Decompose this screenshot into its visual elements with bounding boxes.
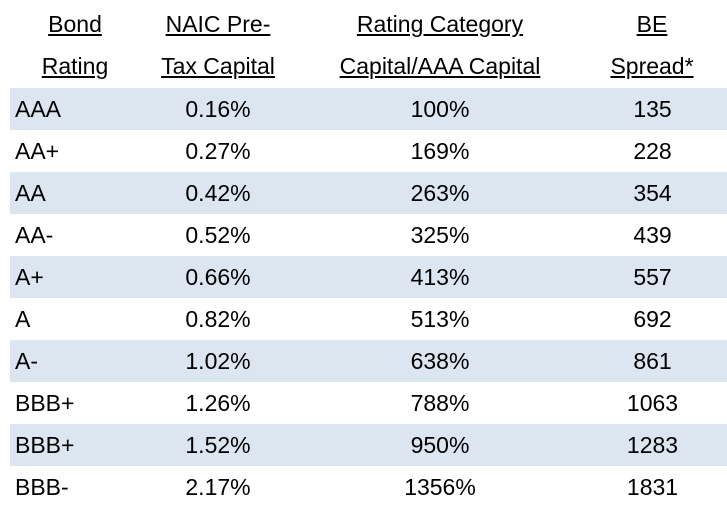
table-row: [10, 256, 727, 298]
table-cell: 413%: [410, 264, 470, 290]
column-header: Bond: [48, 11, 102, 37]
table-row: [10, 424, 727, 466]
table-cell: 228: [633, 138, 672, 164]
column-header: Spread*: [610, 53, 694, 79]
table-cell: 638%: [410, 348, 470, 374]
table-cell: 263%: [410, 180, 470, 206]
table-row: [10, 88, 727, 130]
table-cell: 1.02%: [185, 348, 251, 374]
table-cell: 2.17%: [185, 474, 251, 500]
column-header: BE: [636, 11, 668, 37]
table-cell: 0.27%: [185, 138, 251, 164]
table-cell: BBB+: [15, 390, 75, 416]
table-cell: 135: [633, 96, 672, 122]
table-cell: 1.26%: [185, 390, 251, 416]
table-cell: 0.52%: [185, 222, 251, 248]
table-row: [10, 340, 727, 382]
column-header: Rating Category: [356, 11, 524, 37]
table-cell: 788%: [410, 390, 470, 416]
column-header: Capital/AAA Capital: [339, 53, 541, 79]
column-header: NAIC Pre-: [165, 11, 271, 37]
table-cell: 1283: [626, 432, 679, 458]
table-cell: AAA: [15, 96, 62, 122]
table-cell: AA: [15, 180, 46, 206]
table-cell: AA-: [15, 222, 54, 248]
table-cell: BBB+: [15, 432, 75, 458]
table-cell: 692: [633, 306, 672, 332]
table-cell: 100%: [410, 96, 470, 122]
table-cell: 1.52%: [185, 432, 251, 458]
table-cell: AA+: [15, 138, 60, 164]
table-row: [10, 172, 727, 214]
column-header: Rating: [41, 53, 109, 79]
table-cell: 1356%: [404, 474, 476, 500]
table-cell: 354: [633, 180, 672, 206]
table-cell: 513%: [410, 306, 470, 332]
table-cell: 169%: [410, 138, 470, 164]
table-cell: A-: [15, 348, 38, 374]
table-cell: A: [15, 306, 31, 332]
table-cell: 325%: [410, 222, 470, 248]
column-header: Tax Capital: [161, 53, 275, 79]
table-cell: 557: [633, 264, 672, 290]
table-cell: BBB-: [15, 474, 69, 500]
table-cell: 439: [633, 222, 672, 248]
table-cell: 0.16%: [185, 96, 251, 122]
table-cell: 861: [633, 348, 672, 374]
table-cell: 0.66%: [185, 264, 251, 290]
table-cell: 1063: [626, 390, 679, 416]
table-cell: 1831: [626, 474, 679, 500]
table-cell: 0.82%: [185, 306, 251, 332]
table-cell: 0.42%: [185, 180, 251, 206]
table-cell: 950%: [410, 432, 470, 458]
table-cell: A+: [15, 264, 44, 290]
